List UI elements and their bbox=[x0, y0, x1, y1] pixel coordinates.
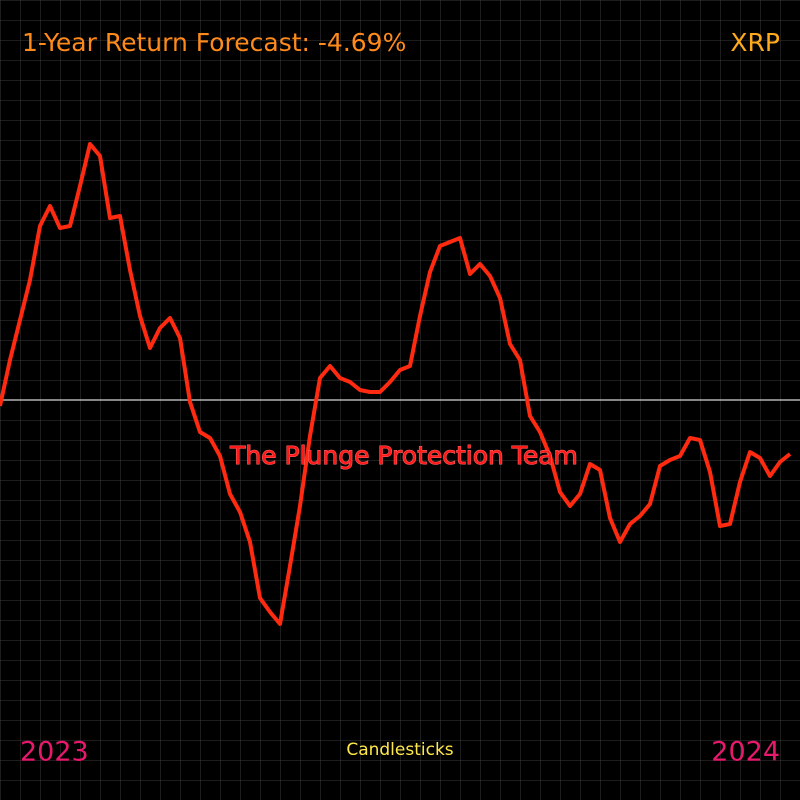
price-line bbox=[0, 142, 792, 626]
ticker: XRP bbox=[730, 28, 780, 57]
footer: Candlesticks bbox=[346, 740, 453, 760]
chart-title: 1-Year Return Forecast: -4.69% bbox=[22, 28, 406, 57]
end-label: 2024 bbox=[711, 737, 780, 768]
start-label: 2023 bbox=[20, 737, 89, 768]
annotation: The Plunge Protection Team bbox=[229, 441, 578, 470]
plot-area bbox=[0, 142, 800, 626]
